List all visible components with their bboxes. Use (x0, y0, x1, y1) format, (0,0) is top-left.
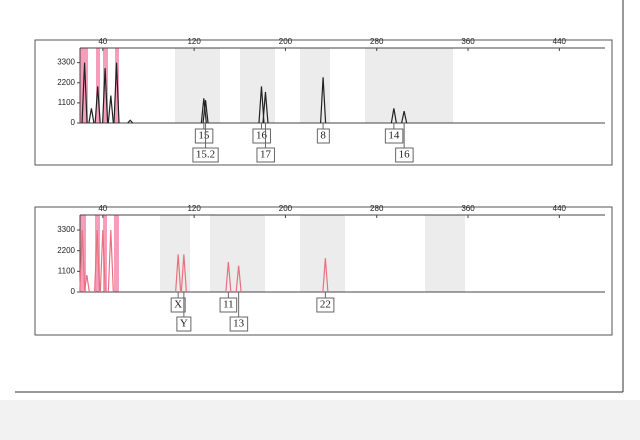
peak (102, 68, 109, 124)
x-tick-label: 120 (187, 204, 201, 213)
y-tick-label: 3300 (57, 225, 75, 234)
allele-label: 15.2 (196, 149, 215, 161)
peak (202, 100, 209, 124)
allele-label: 11 (223, 299, 234, 311)
allele-box (256, 147, 275, 163)
x-tick-label: 120 (187, 37, 201, 46)
peak (99, 229, 106, 293)
x-tick-label: 40 (98, 37, 107, 46)
peak (401, 110, 408, 124)
peak (262, 91, 269, 124)
allele-label: 15 (198, 130, 210, 142)
peak (235, 265, 242, 293)
peak (94, 86, 101, 124)
allele-label: 8 (320, 130, 326, 142)
peak (258, 86, 265, 124)
peak (390, 108, 397, 124)
allele-label: X (174, 299, 182, 311)
peak (107, 95, 114, 124)
allele-label: 13 (233, 318, 245, 330)
peak (83, 275, 90, 293)
allele-label: 14 (388, 130, 400, 142)
scan-margin (0, 400, 640, 440)
allele-box (219, 297, 238, 313)
y-tick-label: 2200 (57, 246, 75, 255)
allele-label: 22 (320, 299, 331, 311)
y-tick-label: 1100 (58, 266, 76, 275)
x-tick-label: 440 (553, 204, 567, 213)
x-tick-label: 280 (370, 37, 384, 46)
peak (88, 108, 95, 124)
allele-box (384, 128, 404, 144)
y-tick-label: 1100 (58, 98, 76, 107)
allele-label: Y (180, 318, 188, 330)
x-tick-label: 280 (370, 204, 384, 213)
peak (107, 229, 114, 293)
x-tick-label: 440 (553, 37, 567, 46)
y-tick-label: 0 (71, 118, 76, 127)
allele-label: 16 (399, 149, 411, 161)
x-tick-label: 200 (279, 204, 293, 213)
allele-box (170, 297, 186, 313)
allele-box (176, 316, 192, 332)
peak (113, 62, 120, 124)
allele-box (194, 128, 214, 144)
allele-label: 17 (260, 149, 272, 161)
y-tick-label: 2200 (57, 78, 75, 87)
peak (180, 254, 187, 293)
peak (175, 254, 182, 293)
allele-box (229, 316, 249, 332)
panel-frame (34, 206, 613, 336)
allele-box (252, 128, 271, 144)
peak (127, 119, 134, 124)
peak (81, 62, 88, 124)
allele-label: 16 (256, 130, 268, 142)
x-tick-label: 360 (461, 37, 475, 46)
x-tick-label: 200 (279, 37, 293, 46)
panel-frame (34, 39, 613, 166)
y-tick-label: 0 (71, 287, 76, 296)
peak (322, 258, 329, 293)
peak (200, 98, 207, 124)
bin-shading (160, 48, 465, 292)
y-tick-label: 3300 (57, 58, 75, 67)
peak (225, 261, 232, 293)
x-tick-label: 40 (98, 204, 107, 213)
allele-box (316, 128, 330, 144)
x-tick-label: 360 (461, 204, 475, 213)
peak (79, 229, 86, 293)
peak (94, 229, 101, 293)
allele-box (192, 147, 219, 163)
allele-box (395, 147, 414, 163)
peak (319, 77, 327, 124)
allele-box (316, 297, 335, 313)
